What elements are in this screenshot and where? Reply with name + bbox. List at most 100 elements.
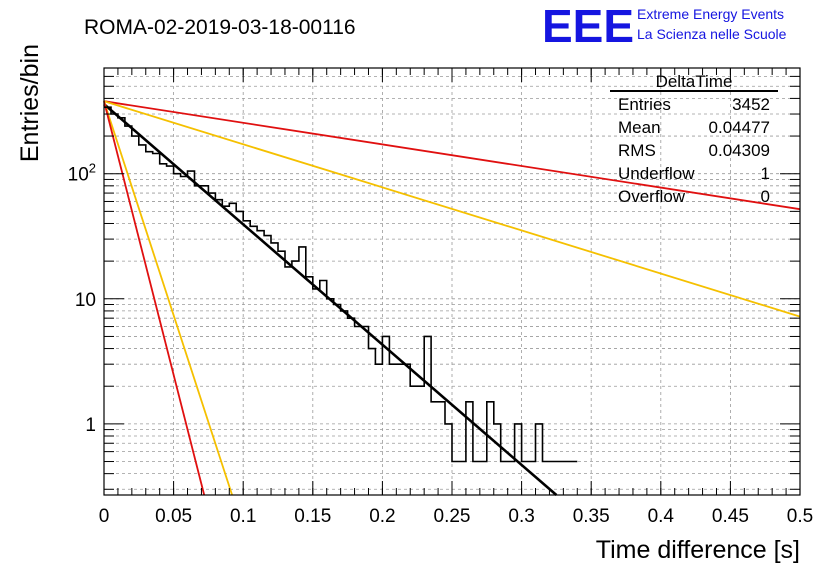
stats-value: 0 bbox=[761, 187, 770, 206]
x-tick-label: 0.25 bbox=[434, 506, 471, 527]
reference-line bbox=[103, 100, 206, 496]
histogram-bin bbox=[542, 462, 549, 495]
histogram-bin bbox=[194, 186, 201, 495]
histogram-bin bbox=[257, 231, 264, 495]
histogram-bin bbox=[160, 164, 167, 495]
histogram-bin bbox=[466, 402, 473, 495]
histogram-bin bbox=[181, 176, 188, 495]
stats-label: Entries bbox=[618, 95, 671, 114]
histogram-bin bbox=[153, 154, 160, 495]
stats-row: Underflow 1 bbox=[618, 164, 770, 183]
axis-ticks bbox=[103, 67, 801, 495]
y-axis-label: Entries/bin bbox=[16, 44, 44, 162]
histogram-bin bbox=[424, 336, 431, 495]
stats-value: 0.04477 bbox=[709, 118, 770, 137]
histogram-bin bbox=[382, 336, 389, 495]
histogram-bin bbox=[536, 424, 543, 495]
x-tick-label: 0.05 bbox=[155, 506, 192, 527]
stats-row: Entries 3452 bbox=[618, 95, 770, 114]
histogram-bin bbox=[341, 311, 348, 495]
histogram-bin bbox=[348, 318, 355, 495]
histogram-bin bbox=[459, 462, 466, 495]
histogram-bin bbox=[236, 211, 243, 495]
histogram-bin bbox=[320, 281, 327, 495]
histogram-bin bbox=[445, 424, 452, 495]
histogram-bin bbox=[278, 251, 285, 495]
stats-label: Mean bbox=[618, 118, 661, 137]
histogram-outline bbox=[104, 106, 578, 463]
histogram-bin bbox=[529, 462, 536, 495]
x-tick-label: 0.5 bbox=[787, 506, 813, 527]
histogram-bin bbox=[334, 305, 341, 495]
x-tick-label: 0.3 bbox=[508, 506, 534, 527]
x-tick-label: 0 bbox=[99, 506, 110, 527]
logo-line2: La Scienza nelle Scuole bbox=[637, 26, 787, 42]
x-tick-label: 0.2 bbox=[369, 506, 395, 527]
histogram-bin bbox=[417, 386, 424, 495]
y-tick-label: 10 bbox=[75, 290, 96, 311]
histogram-bin bbox=[501, 462, 508, 495]
histogram bbox=[104, 106, 578, 495]
histogram-bin bbox=[487, 402, 494, 495]
histogram-bin bbox=[494, 424, 501, 495]
x-axis-label: Time difference [s] bbox=[596, 536, 800, 564]
stats-row: Mean 0.04477 bbox=[618, 118, 770, 137]
eee-logo: EEE Extreme Energy Events La Scienza nel… bbox=[542, 0, 787, 52]
x-tick-label: 0.1 bbox=[230, 506, 256, 527]
stats-title: DeltaTime bbox=[656, 72, 733, 91]
histogram-bin bbox=[285, 267, 292, 495]
stats-row: Overflow 0 bbox=[618, 187, 770, 206]
x-tick-label: 0.15 bbox=[294, 506, 331, 527]
histogram-bin bbox=[431, 402, 438, 495]
histogram-bin bbox=[473, 462, 480, 495]
histogram-bin bbox=[327, 299, 334, 495]
x-tick-labels: 0 0.05 0.1 0.15 0.2 0.25 0.3 0.35 0.4 0.45 0.5 bbox=[99, 506, 814, 527]
histogram-bin bbox=[264, 236, 271, 495]
histogram-bin bbox=[139, 145, 146, 495]
histogram-bin bbox=[104, 107, 111, 495]
reference-line bbox=[103, 100, 801, 211]
reference-line bbox=[103, 100, 233, 496]
histogram-bin bbox=[508, 462, 515, 495]
histogram-bin bbox=[215, 200, 222, 495]
y-tick-labels: 1 10 102 bbox=[68, 161, 96, 436]
stats-box: DeltaTime Entries 3452 Mean 0.04477 RMS … bbox=[610, 72, 778, 206]
histogram-bin bbox=[299, 247, 306, 495]
x-tick-label: 0.4 bbox=[648, 506, 675, 527]
stats-value: 1 bbox=[761, 164, 770, 183]
logo-text: EEE bbox=[542, 0, 634, 52]
histogram-bin bbox=[243, 221, 250, 495]
histogram-bin bbox=[438, 402, 445, 495]
stats-value: 0.04309 bbox=[709, 141, 770, 160]
histogram-bin bbox=[118, 118, 125, 495]
histogram-bin bbox=[362, 327, 369, 495]
histogram-bin bbox=[313, 289, 320, 495]
x-tick-label: 0.45 bbox=[712, 506, 749, 527]
histogram-bin bbox=[480, 462, 487, 495]
run-title: ROMA-02-2019-03-18-00116 bbox=[84, 16, 356, 39]
stats-label: Underflow bbox=[618, 164, 695, 183]
histogram-bin bbox=[201, 186, 208, 495]
y-tick-label: 102 bbox=[68, 161, 96, 186]
grid bbox=[104, 67, 800, 495]
stats-value: 3452 bbox=[732, 95, 770, 114]
histogram-bin bbox=[167, 166, 174, 495]
histogram-bin bbox=[452, 462, 459, 495]
histogram-bin bbox=[250, 226, 257, 495]
histogram-bin bbox=[570, 462, 577, 495]
stats-label: RMS bbox=[618, 141, 656, 160]
y-tick-label: 1 bbox=[85, 415, 96, 436]
histogram-bin bbox=[563, 462, 570, 495]
histogram-bin bbox=[271, 243, 278, 495]
histogram-bin bbox=[208, 193, 215, 495]
x-tick-label: 0.35 bbox=[573, 506, 610, 527]
histogram-bin bbox=[410, 386, 417, 495]
stats-row: RMS 0.04309 bbox=[618, 141, 770, 160]
stats-label: Overflow bbox=[618, 187, 686, 206]
histogram-bin bbox=[292, 261, 299, 495]
reference-line bbox=[103, 100, 801, 318]
histogram-bin bbox=[368, 349, 375, 495]
logo-line1: Extreme Energy Events bbox=[637, 6, 784, 22]
histogram-bin bbox=[355, 327, 362, 495]
